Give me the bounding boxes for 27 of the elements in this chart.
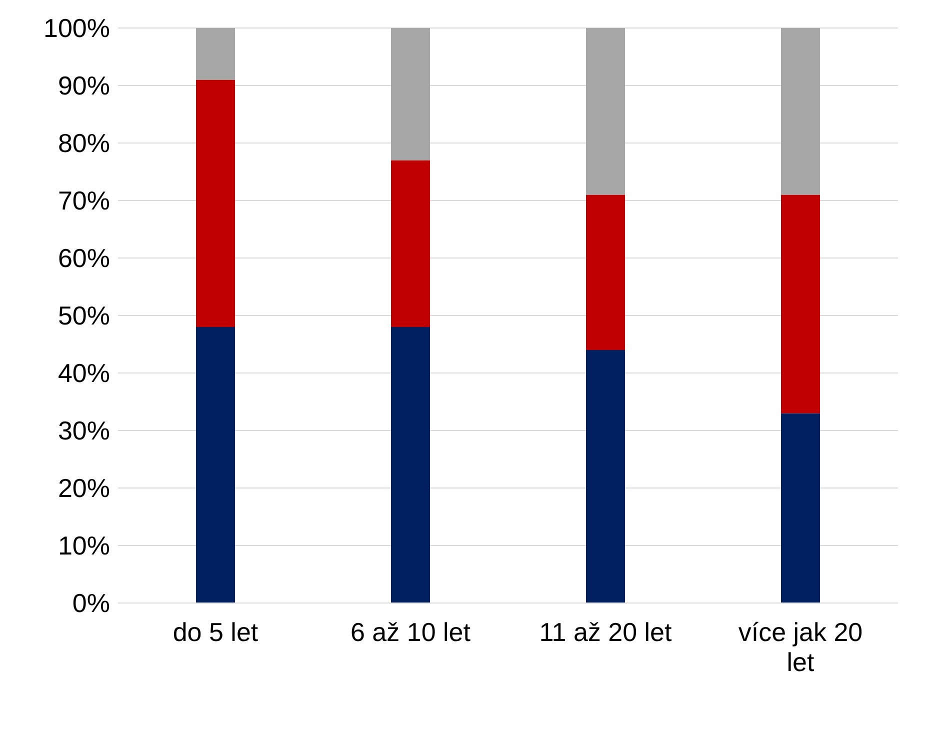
y-tick-label: 100%: [44, 13, 110, 44]
y-tick-label: 90%: [58, 70, 110, 101]
bar: [391, 327, 430, 603]
x-tick-label: do 5 let: [172, 617, 259, 647]
y-tick-label: 0%: [72, 588, 110, 618]
x-tick-label: 6 až 10 let: [350, 617, 472, 647]
x-tick-label: 11 až 20 let: [539, 617, 673, 647]
bar: [586, 194, 625, 350]
bar: [391, 28, 430, 160]
y-tick-label: 30%: [58, 416, 110, 446]
bar: [781, 28, 820, 195]
y-tick-label: 70%: [58, 186, 110, 216]
y-tick-label: 50%: [58, 300, 110, 331]
bar: [781, 194, 820, 414]
bar: [586, 350, 625, 603]
bar: [196, 80, 235, 327]
bar: [781, 413, 820, 603]
y-tick-label: 20%: [58, 473, 110, 504]
bar: [391, 160, 430, 327]
y-tick-label: 80%: [58, 128, 110, 158]
y-tick-label: 40%: [58, 358, 110, 388]
y-tick-label: 10%: [58, 530, 110, 561]
y-tick-label: 60%: [58, 243, 110, 274]
bar: [196, 28, 235, 80]
bar: [196, 327, 235, 603]
x-tick-label: více jak 20 let: [738, 617, 863, 677]
bar: [586, 28, 625, 195]
